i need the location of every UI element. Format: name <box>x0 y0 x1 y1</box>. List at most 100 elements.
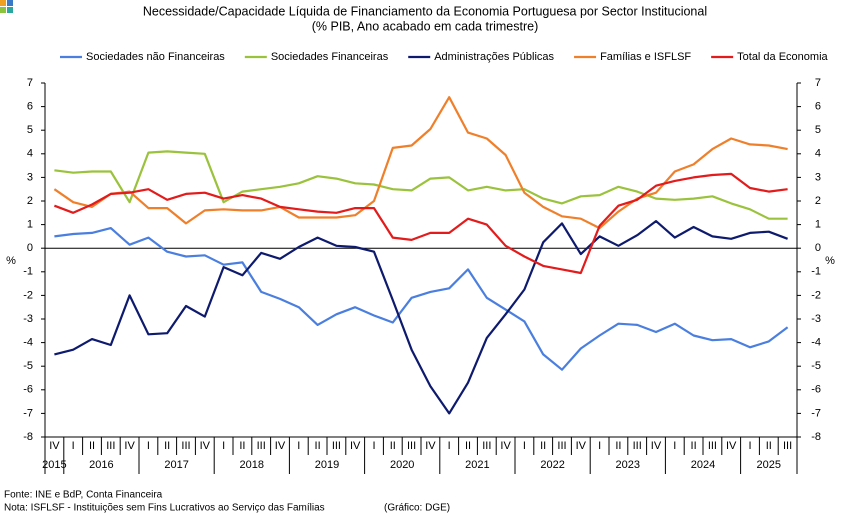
year-label: 2021 <box>465 459 489 471</box>
x-tick-label: III <box>257 440 266 452</box>
y-tick-label: 6 <box>815 101 821 113</box>
x-tick-label: IV <box>500 440 511 452</box>
legend-label: Sociedades Financeiras <box>271 51 389 63</box>
x-tick-label: IV <box>350 440 361 452</box>
logo <box>0 0 6 6</box>
x-tick-label: IV <box>200 440 211 452</box>
series-line <box>54 172 788 275</box>
x-tick-label: IV <box>726 440 737 452</box>
year-label: 2025 <box>757 459 781 471</box>
x-tick-label: I <box>372 440 375 452</box>
x-tick-label: II <box>540 440 546 452</box>
y-tick-label: -3 <box>811 313 821 325</box>
x-tick-label: III <box>181 440 190 452</box>
x-tick-label: II <box>164 440 170 452</box>
year-label: 2015 <box>42 459 66 471</box>
logo <box>7 7 13 13</box>
y-tick-label: -1 <box>23 266 33 278</box>
y-tick-label: -6 <box>23 384 33 396</box>
y-tick-label: 2 <box>815 195 821 207</box>
x-tick-label: II <box>390 440 396 452</box>
y-tick-label: 3 <box>815 171 821 183</box>
chart-title: Necessidade/Capacidade Líquida de Financ… <box>143 4 707 18</box>
legend-label: Famílias e ISFLSF <box>600 51 691 63</box>
series-line <box>54 150 788 220</box>
year-label: 2017 <box>164 459 188 471</box>
x-tick-label: I <box>523 440 526 452</box>
y-tick-label: 3 <box>27 171 33 183</box>
logo <box>0 7 6 13</box>
y-tick-label: -2 <box>811 289 821 301</box>
y-tick-label: -8 <box>23 431 33 443</box>
y-tick-label: -3 <box>23 313 33 325</box>
y-tick-label: 7 <box>27 77 33 89</box>
y-axis-label: % <box>825 255 835 267</box>
y-tick-label: 1 <box>27 219 33 231</box>
y-tick-label: -8 <box>811 431 821 443</box>
x-tick-label: I <box>748 440 751 452</box>
y-tick-label: 1 <box>815 219 821 231</box>
x-tick-label: I <box>72 440 75 452</box>
x-tick-label: IV <box>124 440 135 452</box>
series-line <box>53 96 788 230</box>
x-tick-label: IV <box>275 440 286 452</box>
y-tick-label: 5 <box>27 124 33 136</box>
x-tick-label: II <box>239 440 245 452</box>
y-tick-label: -1 <box>811 266 821 278</box>
note: Nota: ISFLSF - Instituições sem Fins Luc… <box>4 503 325 514</box>
series-line <box>54 227 789 371</box>
year-label: 2023 <box>616 459 640 471</box>
year-label: 2018 <box>240 459 264 471</box>
x-tick-label: III <box>633 440 642 452</box>
legend-label: Total da Economia <box>737 51 828 63</box>
x-tick-label: I <box>598 440 601 452</box>
x-tick-label: II <box>465 440 471 452</box>
y-tick-label: -5 <box>811 360 821 372</box>
y-tick-label: 4 <box>27 148 33 160</box>
x-tick-label: IV <box>49 440 60 452</box>
y-tick-label: 2 <box>27 195 33 207</box>
credit: (Gráfico: DGE) <box>384 503 450 514</box>
y-tick-label: -7 <box>811 407 821 419</box>
x-tick-label: III <box>557 440 566 452</box>
x-tick-label: I <box>673 440 676 452</box>
y-tick-label: -5 <box>23 360 33 372</box>
year-label: 2024 <box>691 459 715 471</box>
y-tick-label: -4 <box>811 337 821 349</box>
series-line <box>54 220 788 415</box>
y-tick-label: -6 <box>811 384 821 396</box>
y-tick-label: -7 <box>23 407 33 419</box>
y-tick-label: 5 <box>815 124 821 136</box>
logo <box>7 0 13 6</box>
x-tick-label: II <box>691 440 697 452</box>
x-tick-label: II <box>315 440 321 452</box>
legend-label: Sociedades não Financeiras <box>86 51 225 63</box>
x-tick-label: III <box>482 440 491 452</box>
source: Fonte: INE e BdP, Conta Financeira <box>4 490 163 501</box>
y-tick-label: 6 <box>27 101 33 113</box>
legend-label: Administrações Públicas <box>434 51 554 63</box>
y-tick-label: 4 <box>815 148 821 160</box>
y-axis-label: % <box>6 255 16 267</box>
x-tick-label: II <box>766 440 772 452</box>
y-tick-label: 7 <box>815 77 821 89</box>
x-tick-label: I <box>297 440 300 452</box>
x-tick-label: II <box>89 440 95 452</box>
x-tick-label: III <box>783 440 792 452</box>
y-tick-label: -4 <box>23 337 33 349</box>
year-label: 2019 <box>315 459 339 471</box>
year-label: 2020 <box>390 459 414 471</box>
year-label: 2022 <box>540 459 564 471</box>
x-tick-label: III <box>106 440 115 452</box>
x-tick-label: I <box>147 440 150 452</box>
x-tick-label: III <box>332 440 341 452</box>
x-tick-label: III <box>708 440 717 452</box>
x-tick-label: III <box>407 440 416 452</box>
x-tick-label: I <box>448 440 451 452</box>
x-tick-label: II <box>615 440 621 452</box>
y-tick-label: 0 <box>815 242 821 254</box>
x-tick-label: IV <box>425 440 436 452</box>
x-tick-label: IV <box>651 440 662 452</box>
x-tick-label: I <box>222 440 225 452</box>
